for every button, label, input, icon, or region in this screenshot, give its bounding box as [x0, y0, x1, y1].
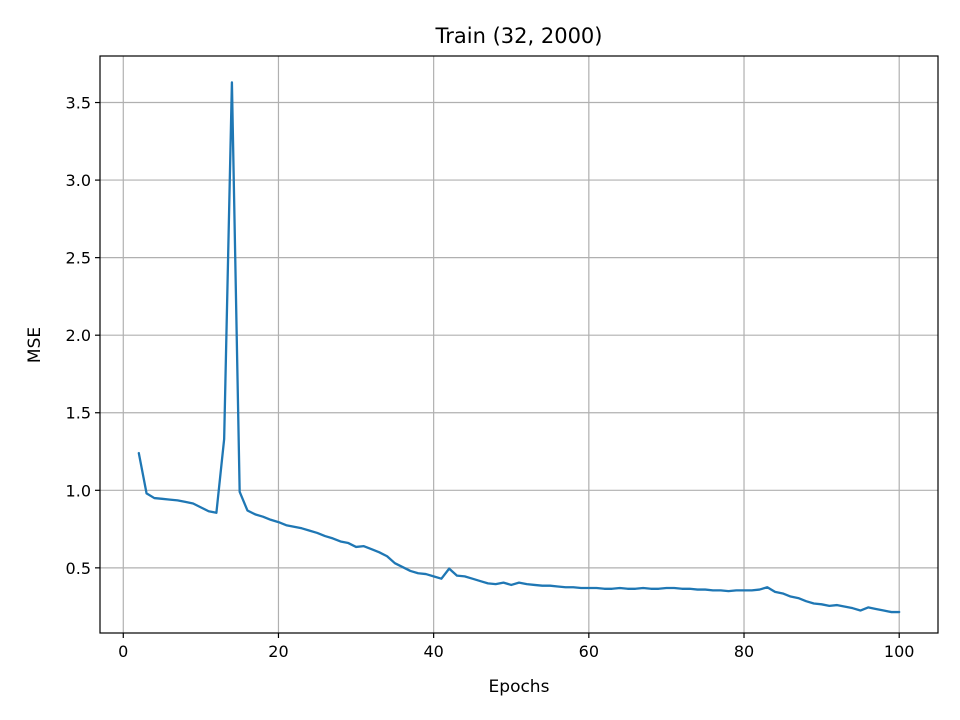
x-tick-label: 0 — [118, 642, 128, 661]
grid — [100, 56, 938, 633]
plot-frame — [99, 55, 939, 634]
y-tick-label: 1.0 — [66, 481, 91, 500]
series-line — [137, 81, 901, 614]
x-tick-label: 80 — [734, 642, 754, 661]
y-tick-label: 2.0 — [66, 326, 91, 345]
y-tick-label: 2.5 — [66, 249, 91, 268]
y-axis: 0.5 1.0 1.5 2.0 2.5 3.0 3.5 — [66, 94, 100, 578]
y-tick-label: 1.5 — [66, 404, 91, 423]
x-tick-label: 100 — [884, 642, 915, 661]
x-tick-label: 60 — [579, 642, 599, 661]
y-tick-label: 3.5 — [66, 94, 91, 113]
y-tick-label: 0.5 — [66, 559, 91, 578]
y-tick-label: 3.0 — [66, 171, 91, 190]
x-axis-label: Epochs — [489, 677, 550, 697]
x-axis: 0 20 40 60 80 100 — [118, 633, 914, 661]
chart-title: Train (32, 2000) — [435, 24, 603, 48]
series-layer — [137, 81, 901, 614]
y-axis-label: MSE — [25, 327, 45, 363]
x-tick-label: 40 — [423, 642, 443, 661]
x-tick-label: 20 — [268, 642, 288, 661]
